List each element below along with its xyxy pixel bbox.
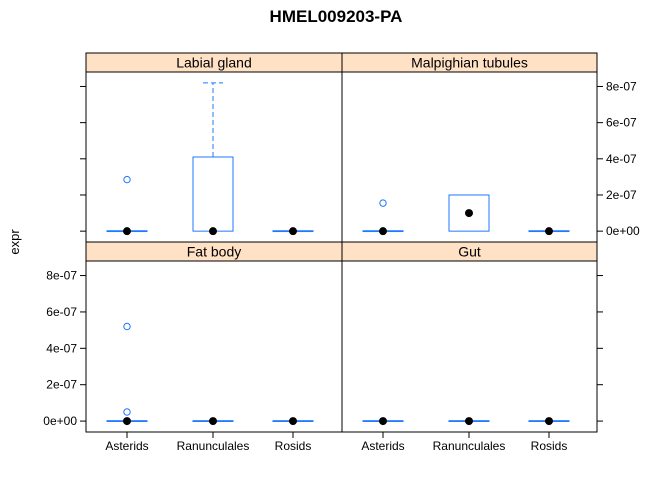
box-ranunculales xyxy=(192,417,234,426)
panel-frame xyxy=(341,260,598,433)
y-tick-label: 8e-07 xyxy=(606,79,637,93)
outlier-point xyxy=(379,199,387,207)
box-asterids xyxy=(106,175,148,236)
x-tick-label: Asterids xyxy=(105,439,148,453)
median-dot xyxy=(123,417,131,426)
box-asterids xyxy=(106,322,148,426)
median-dot xyxy=(289,227,297,236)
panel-strip-label: Fat body xyxy=(187,244,241,260)
median-dot xyxy=(465,209,473,218)
box-ranunculales xyxy=(448,194,490,232)
median-dot xyxy=(209,227,217,236)
x-tick-label: Ranunculales xyxy=(433,439,506,453)
box-body xyxy=(192,156,234,232)
box-asterids xyxy=(362,199,404,236)
median-dot xyxy=(379,417,387,426)
chart-title: HMEL009203-PA xyxy=(270,7,403,26)
panel-labial-gland: Labial gland xyxy=(80,52,343,243)
y-tick-label: 2e-07 xyxy=(46,378,77,392)
y-tick-label: 0e+00 xyxy=(43,414,77,428)
y-tick-label: 6e-07 xyxy=(46,305,77,319)
y-tick-label: 4e-07 xyxy=(46,341,77,355)
median-dot xyxy=(209,417,217,426)
box-rosids xyxy=(528,227,570,236)
y-tick-label: 6e-07 xyxy=(606,116,637,130)
y-tick-label: 8e-07 xyxy=(46,269,77,283)
y-tick-label: 4e-07 xyxy=(606,152,637,166)
x-tick-label: Rosids xyxy=(531,439,568,453)
panel-grid: Labial gland Malpighian tubules 0e+00 2e-07… xyxy=(43,52,640,453)
y-tick-label: 2e-07 xyxy=(606,188,637,202)
median-dot xyxy=(545,227,553,236)
median-dot xyxy=(545,417,553,426)
panel-strip-label: Labial gland xyxy=(176,55,252,71)
panel-malpighian-tubules: Malpighian tubules 0e+00 2e-07 4e-07 6e-07 8e… xyxy=(341,52,640,243)
median-dot xyxy=(289,417,297,426)
box-rosids xyxy=(528,417,570,426)
box-rosids xyxy=(272,227,314,236)
box-ranunculales xyxy=(192,82,234,236)
median-dot xyxy=(123,227,131,236)
y-tick-label: 0e+00 xyxy=(606,224,640,238)
median-dot xyxy=(379,227,387,236)
outlier-point xyxy=(123,175,131,184)
outlier-point xyxy=(123,408,131,416)
box-body xyxy=(448,194,490,232)
box-asterids xyxy=(362,417,404,426)
panel-gut: Gut Asterids Ranunculales Rosids xyxy=(341,241,603,453)
panel-strip-label: Gut xyxy=(458,244,481,260)
y-axis-label: expr xyxy=(7,229,22,255)
box-ranunculales xyxy=(448,417,490,426)
panel-frame xyxy=(85,260,343,433)
panel-fat-body: Fat body Asterids Ranunculales Rosids 0e+00 2… xyxy=(43,241,343,453)
x-tick-label: Asterids xyxy=(361,439,404,453)
x-tick-label: Rosids xyxy=(275,439,312,453)
x-tick-label: Ranunculales xyxy=(177,439,250,453)
median-dot xyxy=(465,417,473,426)
panel-strip-label: Malpighian tubules xyxy=(411,55,528,71)
box-rosids xyxy=(272,417,314,426)
outlier-point xyxy=(123,322,131,331)
